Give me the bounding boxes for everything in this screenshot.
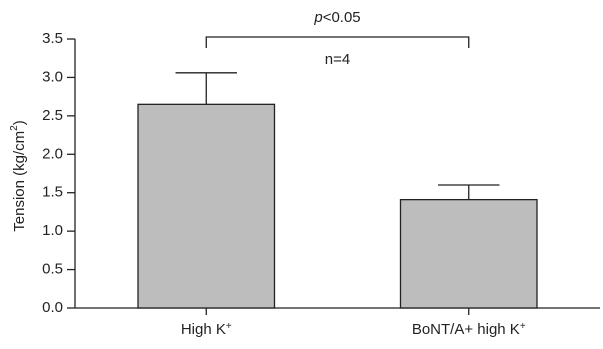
y-axis: 0.0 0.5 1.0 1.5 2.0 2.5 3.0 3.5 [42, 30, 76, 316]
x-tick-label-base: BoNT/A+ high K [412, 321, 520, 338]
bars [137, 103, 538, 309]
p-threshold: <0.05 [323, 9, 361, 26]
bar [137, 103, 276, 309]
bar [399, 198, 538, 309]
x-tick-label: High K+ [181, 321, 232, 339]
x-tick-label: BoNT/A+ high K+ [412, 321, 526, 339]
annotations: p<0.05 n=4 [205, 9, 470, 68]
y-axis-title-base: Tension (kg/cm [11, 131, 28, 232]
y-tick-label: 0.0 [42, 299, 63, 316]
y-tick-label: 1.5 [42, 184, 63, 201]
error-bars [175, 72, 500, 200]
x-tick-label-base: High K [181, 321, 226, 338]
x-tick-label-sup: + [226, 321, 232, 332]
significance-bracket [205, 36, 470, 48]
y-tick-label: 3.5 [42, 30, 63, 47]
significance-label: p<0.05 [313, 9, 360, 26]
sample-size-label: n=4 [325, 51, 350, 68]
y-tick-label: 3.0 [42, 68, 63, 85]
p-symbol: p [313, 9, 322, 26]
x-tick-labels: High K+ BoNT/A+ high K+ [181, 321, 526, 339]
y-axis-title: Tension (kg/cm2) [9, 120, 28, 231]
x-axis [75, 307, 600, 315]
y-tick-label: 0.5 [42, 261, 63, 278]
y-tick-label: 2.5 [42, 107, 63, 124]
y-tick-label: 2.0 [42, 145, 63, 162]
y-tick-label: 1.0 [42, 222, 63, 239]
y-axis-title-group: Tension (kg/cm2) [9, 120, 28, 231]
y-axis-title-sup: 2 [9, 125, 20, 131]
y-axis-title-close: ) [11, 120, 28, 125]
x-tick-label-sup: + [520, 321, 526, 332]
